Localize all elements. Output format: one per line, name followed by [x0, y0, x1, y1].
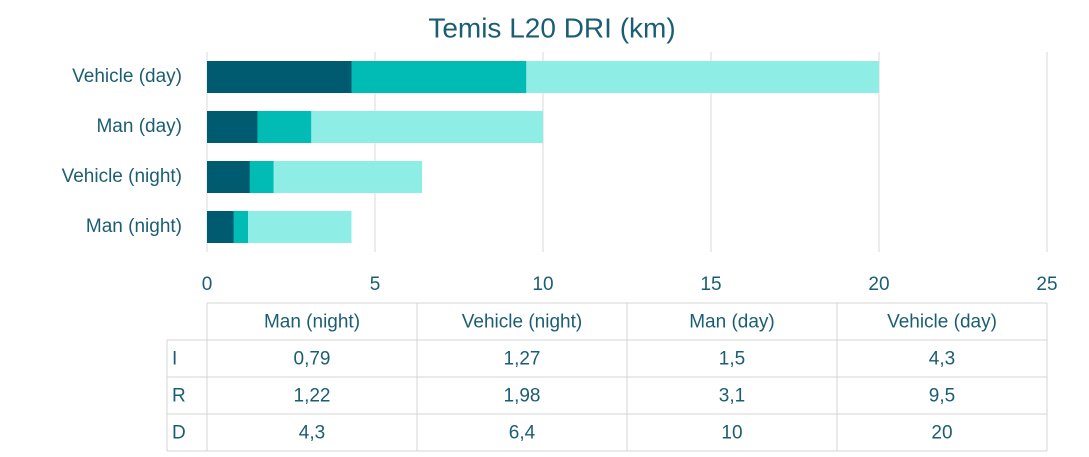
table-header: Vehicle (night) [462, 312, 582, 333]
table-header: Vehicle (day) [887, 312, 997, 333]
table-cell: 1,98 [504, 386, 541, 407]
table-header: Man (day) [689, 312, 775, 333]
table-cell: 9,5 [929, 386, 955, 407]
bar [207, 211, 234, 243]
table-cell: 1,27 [504, 349, 541, 370]
bar [207, 61, 352, 93]
table-cell: 6,4 [509, 423, 536, 444]
table-cell: 1,5 [719, 349, 745, 370]
table-cell: 3,1 [719, 386, 745, 407]
table-cell: 0,79 [294, 349, 331, 370]
legend-label: R [172, 386, 186, 407]
table-cell: 20 [931, 423, 952, 444]
table-cell: 10 [721, 423, 742, 444]
y-tick-label: Man (day) [96, 116, 182, 137]
y-tick-label: Vehicle (day) [72, 66, 182, 87]
x-tick-label: 25 [1036, 274, 1057, 295]
bar [207, 161, 250, 193]
chart-title: Temis L20 DRI (km) [428, 12, 675, 43]
y-tick-label: Man (night) [86, 216, 182, 237]
x-tick-label: 0 [202, 274, 213, 295]
x-tick-label: 20 [868, 274, 889, 295]
table-cell: 4,3 [929, 349, 955, 370]
x-tick-label: 15 [700, 274, 721, 295]
legend-label: I [172, 349, 177, 370]
table-header: Man (night) [264, 312, 360, 333]
x-tick-label: 5 [370, 274, 381, 295]
table-cell: 1,22 [294, 386, 331, 407]
bar [207, 111, 258, 143]
legend-label: D [172, 423, 186, 444]
x-tick-label: 10 [532, 274, 553, 295]
y-tick-label: Vehicle (night) [62, 166, 182, 187]
table-cell: 4,3 [299, 423, 325, 444]
